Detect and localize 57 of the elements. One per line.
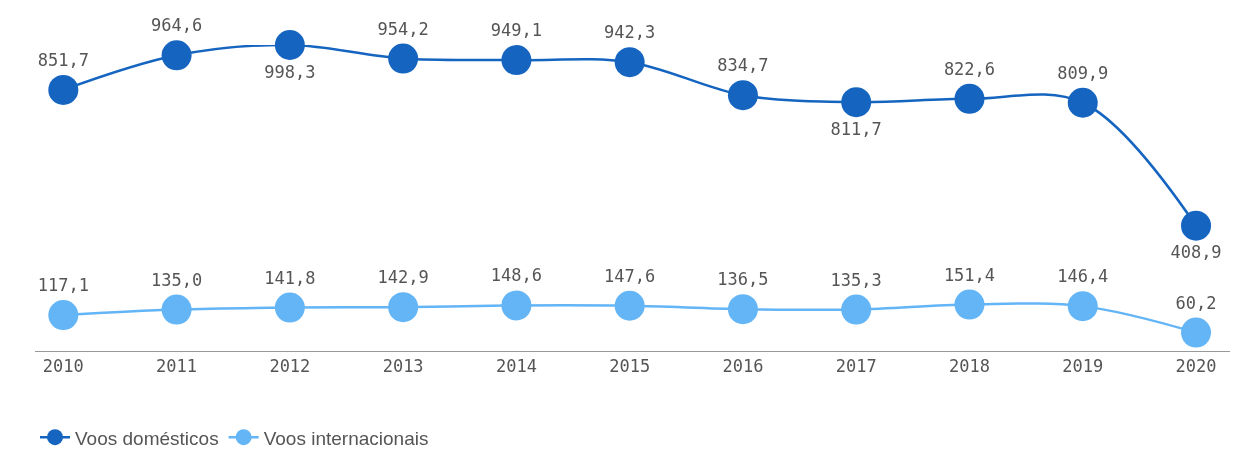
data-label: 142,9 — [377, 267, 429, 288]
point — [501, 290, 532, 321]
point — [388, 292, 419, 323]
point — [1067, 87, 1098, 118]
point — [954, 289, 985, 320]
point — [727, 294, 758, 325]
x-tick-label: 2011 — [156, 356, 198, 377]
data-label: 148,6 — [490, 265, 542, 286]
x-tick-label: 2016 — [722, 356, 764, 377]
point — [48, 74, 79, 105]
point — [954, 83, 985, 114]
point — [161, 294, 192, 325]
point — [48, 300, 79, 331]
point — [727, 80, 758, 111]
x-tick-label: 2018 — [949, 356, 990, 377]
data-label: 998,3 — [264, 61, 316, 82]
data-label: 809,9 — [1057, 62, 1109, 83]
data-label: 822,6 — [943, 58, 996, 79]
x-tick-label: 2020 — [1175, 356, 1217, 377]
point — [274, 30, 305, 60]
point — [614, 47, 645, 78]
data-label: 146,4 — [1057, 266, 1109, 287]
data-label: 135,3 — [830, 269, 882, 290]
point — [388, 43, 419, 74]
data-label: 811,7 — [830, 118, 882, 139]
data-label: 141,8 — [264, 267, 316, 288]
point — [1181, 317, 1212, 348]
point — [1181, 210, 1212, 241]
data-label: 147,6 — [604, 265, 656, 286]
point — [274, 292, 305, 323]
x-tick-label: 2019 — [1062, 356, 1104, 377]
point — [501, 45, 532, 76]
legend-label: Voos domésticos — [75, 427, 219, 449]
x-tick-label: 2017 — [835, 356, 877, 377]
data-label: 135,0 — [151, 269, 203, 290]
point — [841, 87, 872, 118]
point — [161, 40, 192, 71]
data-label: 834,7 — [717, 55, 769, 76]
data-label: 151,4 — [943, 264, 996, 285]
point — [614, 290, 645, 321]
point — [841, 294, 872, 325]
data-label: 408,9 — [1170, 242, 1222, 263]
data-label: 60,2 — [1175, 292, 1217, 313]
data-label: 117,1 — [37, 275, 89, 296]
data-label: 942,3 — [604, 22, 656, 43]
x-tick-label: 2010 — [42, 356, 84, 377]
data-label: 964,6 — [151, 15, 203, 36]
x-tick-label: 2012 — [269, 356, 311, 377]
data-label: 954,2 — [377, 18, 429, 39]
x-tick-label: 2013 — [382, 356, 424, 377]
legend-label: Voos internacionais — [263, 427, 429, 449]
data-label: 851,7 — [37, 49, 89, 70]
x-tick-label: 2014 — [495, 356, 537, 377]
point — [1067, 291, 1098, 322]
data-label: 136,5 — [717, 269, 769, 290]
data-label: 949,1 — [490, 20, 542, 41]
x-tick-label: 2015 — [609, 356, 651, 377]
